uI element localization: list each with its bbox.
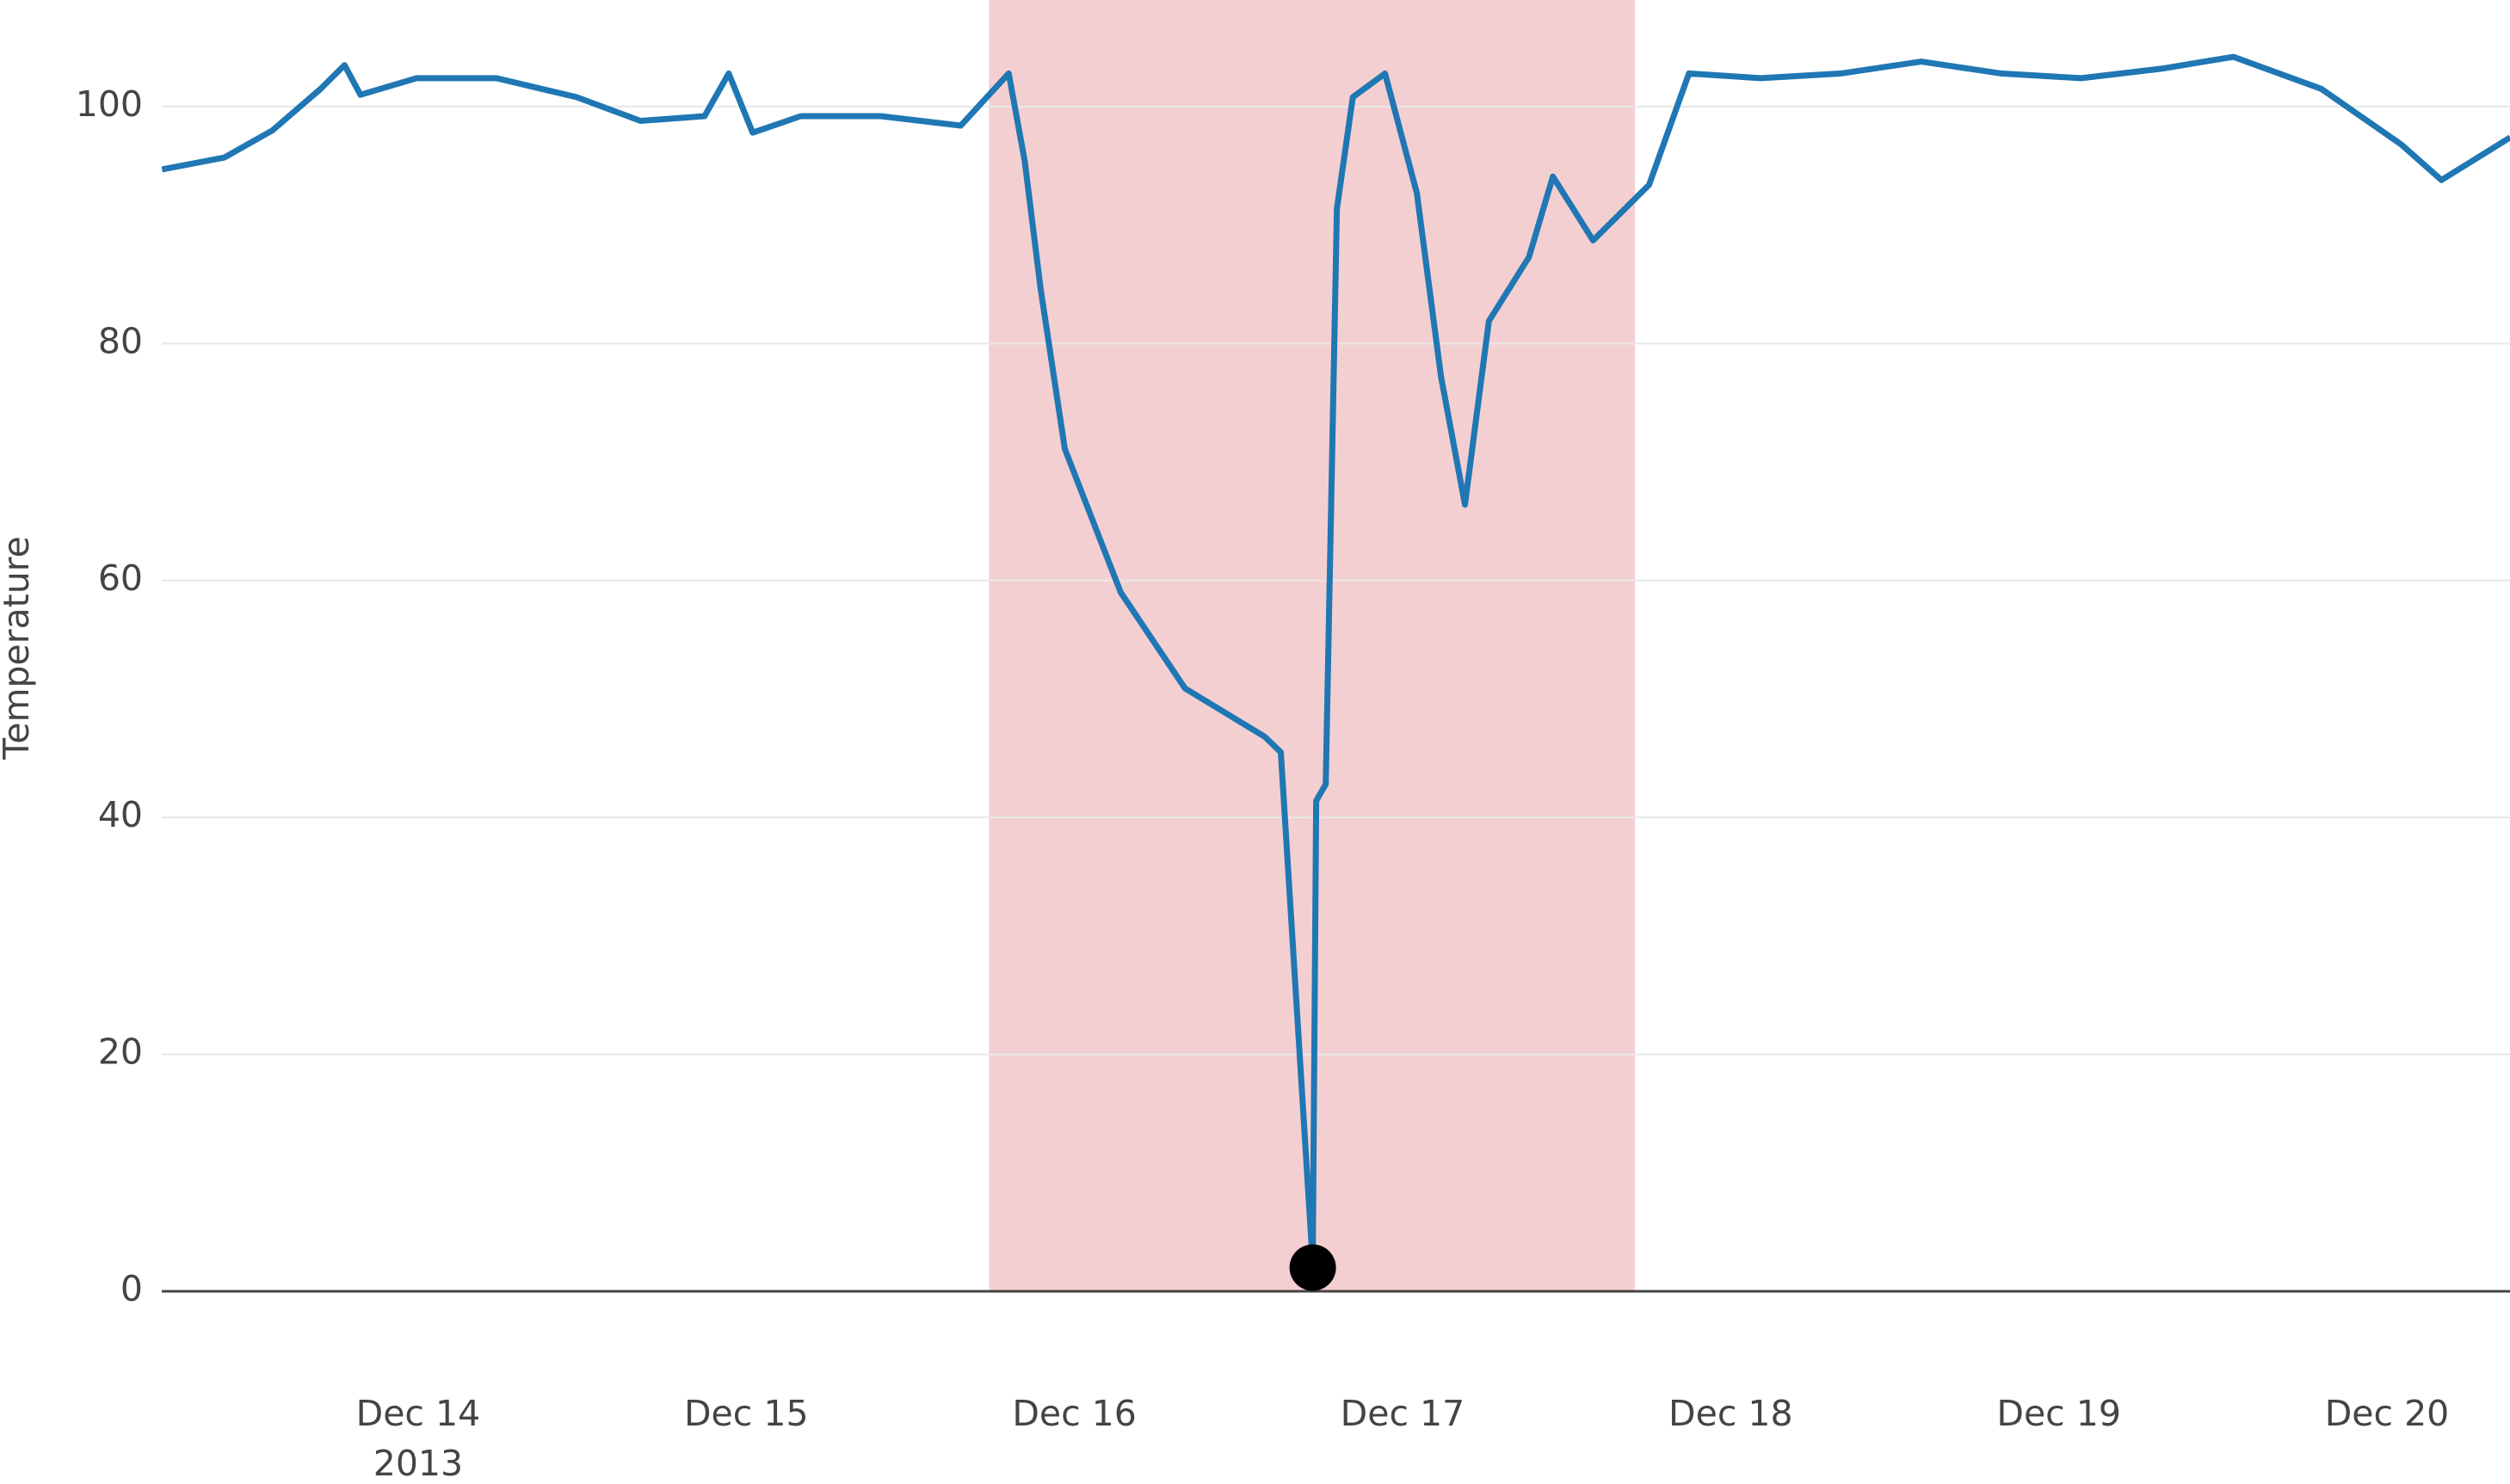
x-tick-label: Dec 20 — [2325, 1393, 2450, 1434]
y-tick-label: 80 — [98, 320, 143, 361]
y-tick-label: 60 — [98, 557, 143, 599]
y-tick-label: 0 — [120, 1268, 143, 1309]
x-tick-label: Dec 17 — [1341, 1393, 1465, 1434]
y-axis-label: Temperature — [0, 536, 37, 760]
y-tick-label: 100 — [76, 83, 143, 125]
x-tick-label: Dec 15 — [684, 1393, 809, 1434]
x-tick-label: Dec 14 — [356, 1393, 481, 1434]
line — [161, 53, 2510, 1267]
x-tick-label: Dec 16 — [1012, 1393, 1137, 1434]
y-tick-label: 40 — [98, 794, 143, 835]
marker — [1289, 1244, 1336, 1291]
x-year-label: 2013 — [373, 1443, 463, 1484]
x-tick-label: Dec 19 — [1996, 1393, 2121, 1434]
y-tick-label: 20 — [98, 1031, 143, 1073]
x-tick-label: Dec 18 — [1668, 1393, 1793, 1434]
